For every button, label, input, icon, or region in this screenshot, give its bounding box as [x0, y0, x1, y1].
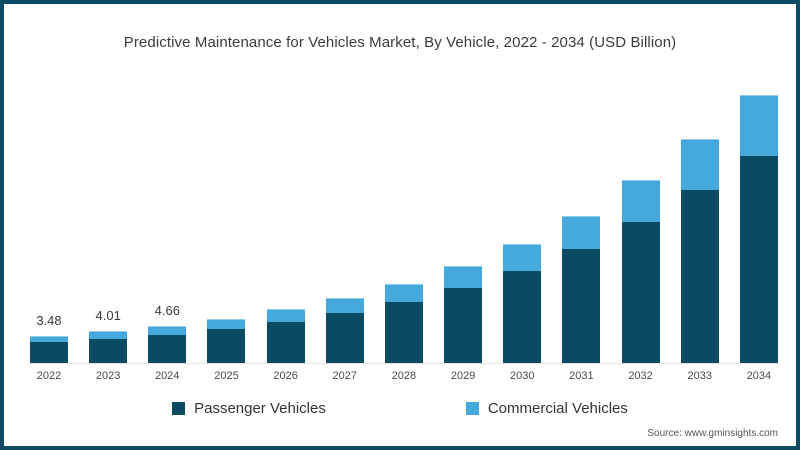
bar-segment-passenger-vehicles[interactable]	[384, 302, 423, 364]
bar-group[interactable]	[679, 64, 721, 364]
legend-item-passenger-vehicles[interactable]: Passenger Vehicles	[172, 400, 326, 417]
bar-group[interactable]	[205, 64, 247, 364]
bar-segment-commercial-vehicles[interactable]	[30, 335, 68, 343]
bar-segment-passenger-vehicles[interactable]	[562, 249, 601, 364]
bar-group[interactable]	[383, 64, 425, 364]
plot-area: 3.48 4.01 4.66	[28, 64, 780, 364]
stacked-bar[interactable]	[739, 95, 778, 364]
chart-title: Predictive Maintenance for Vehicles Mark…	[123, 34, 677, 51]
legend-item-commercial-vehicles[interactable]: Commercial Vehicles	[465, 400, 628, 417]
legend-swatch-icon	[465, 402, 479, 415]
bar-segment-commercial-vehicles[interactable]	[621, 179, 660, 222]
bar-segment-commercial-vehicles[interactable]	[739, 95, 778, 156]
bar-group[interactable]	[620, 64, 662, 364]
stacked-bar[interactable]	[621, 179, 660, 364]
stacked-bar[interactable]	[444, 266, 483, 364]
stacked-bar[interactable]	[503, 244, 542, 364]
x-axis-tick-2025: 2025	[214, 370, 239, 382]
bar-group[interactable]	[738, 64, 780, 364]
bar-segment-commercial-vehicles[interactable]	[207, 318, 246, 329]
bar-segment-passenger-vehicles[interactable]	[148, 334, 187, 364]
stacked-bar[interactable]	[266, 309, 305, 364]
bar-group[interactable]	[265, 64, 307, 364]
bar-segment-passenger-vehicles[interactable]	[621, 221, 660, 364]
bar-segment-commercial-vehicles[interactable]	[680, 139, 719, 190]
legend-swatch-icon	[172, 402, 186, 415]
bar-segment-passenger-vehicles[interactable]	[325, 312, 364, 364]
bar-segment-passenger-vehicles[interactable]	[89, 338, 128, 364]
x-axis-tick-2024: 2024	[155, 370, 180, 382]
stacked-bar[interactable]	[148, 326, 187, 364]
stacked-bar[interactable]	[562, 215, 601, 364]
bar-group[interactable]: 4.66	[146, 64, 188, 364]
bar-segment-commercial-vehicles[interactable]	[384, 284, 423, 303]
bar-segment-commercial-vehicles[interactable]	[325, 298, 364, 313]
bar-segment-commercial-vehicles[interactable]	[266, 309, 305, 322]
axis-baseline	[28, 363, 780, 364]
x-axis-tick-2032: 2032	[628, 370, 653, 382]
x-axis-tick-2023: 2023	[95, 370, 121, 382]
bar-segment-passenger-vehicles[interactable]	[266, 321, 305, 364]
bar-value-label: 4.66	[154, 303, 180, 319]
stacked-bar[interactable]	[30, 335, 68, 364]
x-axis-tick-labels: 2022 2023 2024 2025 2026 2027 2028 2029 2030 2031…	[28, 370, 780, 382]
x-axis-tick-2033: 2033	[687, 370, 712, 382]
bar-group[interactable]: 4.01	[87, 64, 129, 364]
bar-group[interactable]: 3.48	[28, 64, 70, 364]
x-axis-tick-2031: 2031	[569, 370, 594, 382]
x-axis-tick-2029: 2029	[450, 370, 476, 382]
legend-label: Passenger Vehicles	[194, 400, 326, 417]
source-caption: Source: www.gminsights.com	[647, 428, 778, 439]
chart-legend: Passenger Vehicles Commercial Vehicles	[4, 400, 796, 417]
x-axis-tick-2030: 2030	[510, 370, 535, 382]
bar-segment-commercial-vehicles[interactable]	[562, 215, 601, 250]
bar-segment-passenger-vehicles[interactable]	[503, 271, 542, 364]
stacked-bar[interactable]	[207, 318, 246, 364]
stacked-bar[interactable]	[384, 284, 423, 364]
bar-group[interactable]	[324, 64, 366, 364]
x-axis-tick-2026: 2026	[273, 370, 298, 382]
bar-value-label: 3.48	[36, 312, 62, 328]
stacked-bar[interactable]	[325, 298, 364, 364]
bar-segment-passenger-vehicles[interactable]	[207, 329, 246, 364]
bar-segment-commercial-vehicles[interactable]	[503, 244, 542, 272]
x-axis-tick-2027: 2027	[332, 370, 358, 382]
bar-group[interactable]	[560, 64, 602, 364]
bar-group[interactable]	[442, 64, 484, 364]
bar-segment-passenger-vehicles[interactable]	[30, 342, 68, 364]
stacked-bar[interactable]	[680, 139, 719, 364]
bar-segment-passenger-vehicles[interactable]	[444, 288, 483, 364]
bar-segment-commercial-vehicles[interactable]	[444, 266, 483, 289]
legend-label: Commercial Vehicles	[487, 400, 628, 417]
bar-value-label: 4.01	[95, 308, 121, 324]
stacked-bar[interactable]	[89, 331, 128, 364]
x-axis-tick-2022: 2022	[36, 370, 62, 382]
bar-group[interactable]	[501, 64, 543, 364]
x-axis-tick-2028: 2028	[391, 370, 417, 382]
bar-segment-commercial-vehicles[interactable]	[148, 326, 187, 335]
x-axis-tick-2034: 2034	[746, 370, 772, 382]
bar-segment-commercial-vehicles[interactable]	[89, 331, 128, 339]
bar-segment-passenger-vehicles[interactable]	[739, 155, 778, 364]
bar-series-container: 3.48 4.01 4.66	[28, 64, 780, 364]
bar-segment-passenger-vehicles[interactable]	[680, 189, 719, 364]
